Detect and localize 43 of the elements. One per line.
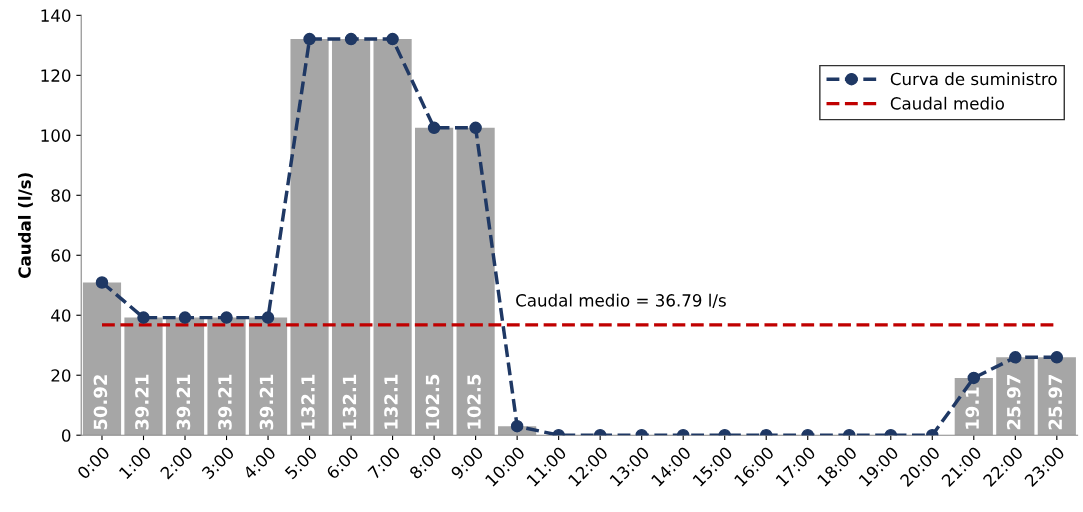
bar (456, 127, 495, 436)
y-tick-label: 40 (51, 309, 71, 322)
data-label: 50.92 (93, 375, 108, 430)
bar (82, 282, 122, 436)
point (261, 311, 275, 324)
bar (331, 39, 371, 436)
bar (415, 127, 454, 436)
point (386, 32, 399, 46)
data-label: 19.1 (965, 387, 980, 429)
point (303, 32, 316, 46)
data-label: 25.97 (1048, 375, 1063, 430)
y-tick-label: 140 (41, 9, 71, 22)
data-label: 39.21 (176, 374, 191, 430)
data-label: 39.21 (218, 374, 232, 430)
point (469, 121, 482, 135)
data-label: 39.21 (135, 374, 149, 430)
point (344, 32, 358, 46)
annotation: Caudal medio = 36.79 l/s (516, 293, 726, 308)
data-label: 102.5 (425, 374, 440, 429)
point (220, 311, 233, 324)
y-axis-title: Caudal (l/s) (18, 173, 33, 278)
data-label: 132.1 (384, 374, 398, 429)
point (427, 121, 441, 135)
data-label: 102.5 (467, 374, 481, 429)
y-tick-label: 20 (51, 369, 71, 382)
legend-label: Curva de suministro (890, 72, 1057, 86)
point (178, 311, 192, 324)
bar (290, 39, 329, 436)
y-tick-label: 0 (62, 429, 71, 442)
bar (373, 39, 412, 436)
bar (124, 317, 163, 436)
data-label: 132.1 (301, 374, 315, 429)
y-tick-label: 100 (41, 129, 71, 142)
y-tick-label: 80 (51, 189, 71, 202)
legend-label: Caudal medio (890, 96, 1004, 110)
point (137, 311, 150, 324)
data-label: 39.21 (259, 374, 274, 430)
point (95, 276, 109, 289)
data-label: 25.97 (1006, 375, 1021, 430)
y-tick-label: 120 (41, 69, 71, 82)
y-tick-label: 60 (51, 249, 71, 262)
data-label: 132.1 (342, 374, 357, 429)
bar (207, 317, 246, 436)
